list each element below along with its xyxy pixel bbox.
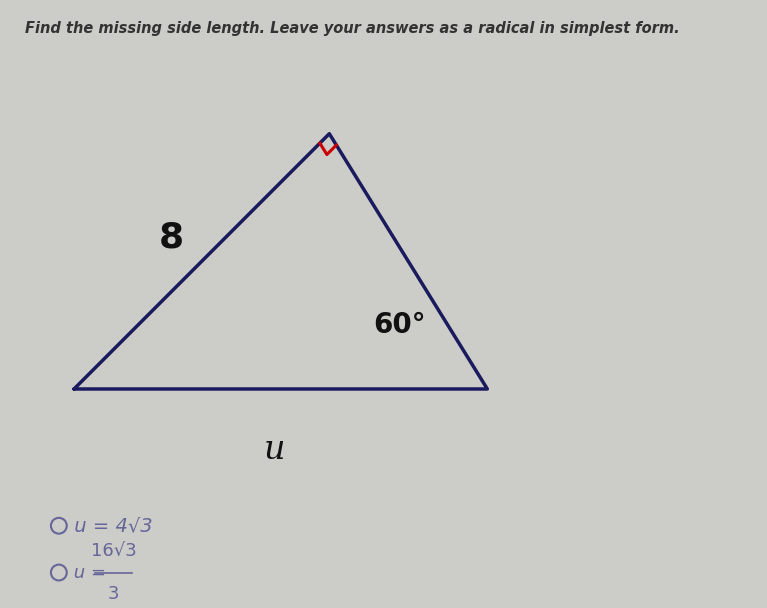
Text: Find the missing side length. Leave your answers as a radical in simplest form.: Find the missing side length. Leave your… xyxy=(25,21,680,36)
Text: u = 4√3: u = 4√3 xyxy=(68,516,153,535)
Text: 8: 8 xyxy=(159,220,184,254)
Text: 3: 3 xyxy=(108,585,120,603)
Text: u =: u = xyxy=(68,564,112,581)
Text: u: u xyxy=(264,434,285,466)
Text: 16√3: 16√3 xyxy=(91,542,137,561)
Text: 60°: 60° xyxy=(373,311,426,339)
